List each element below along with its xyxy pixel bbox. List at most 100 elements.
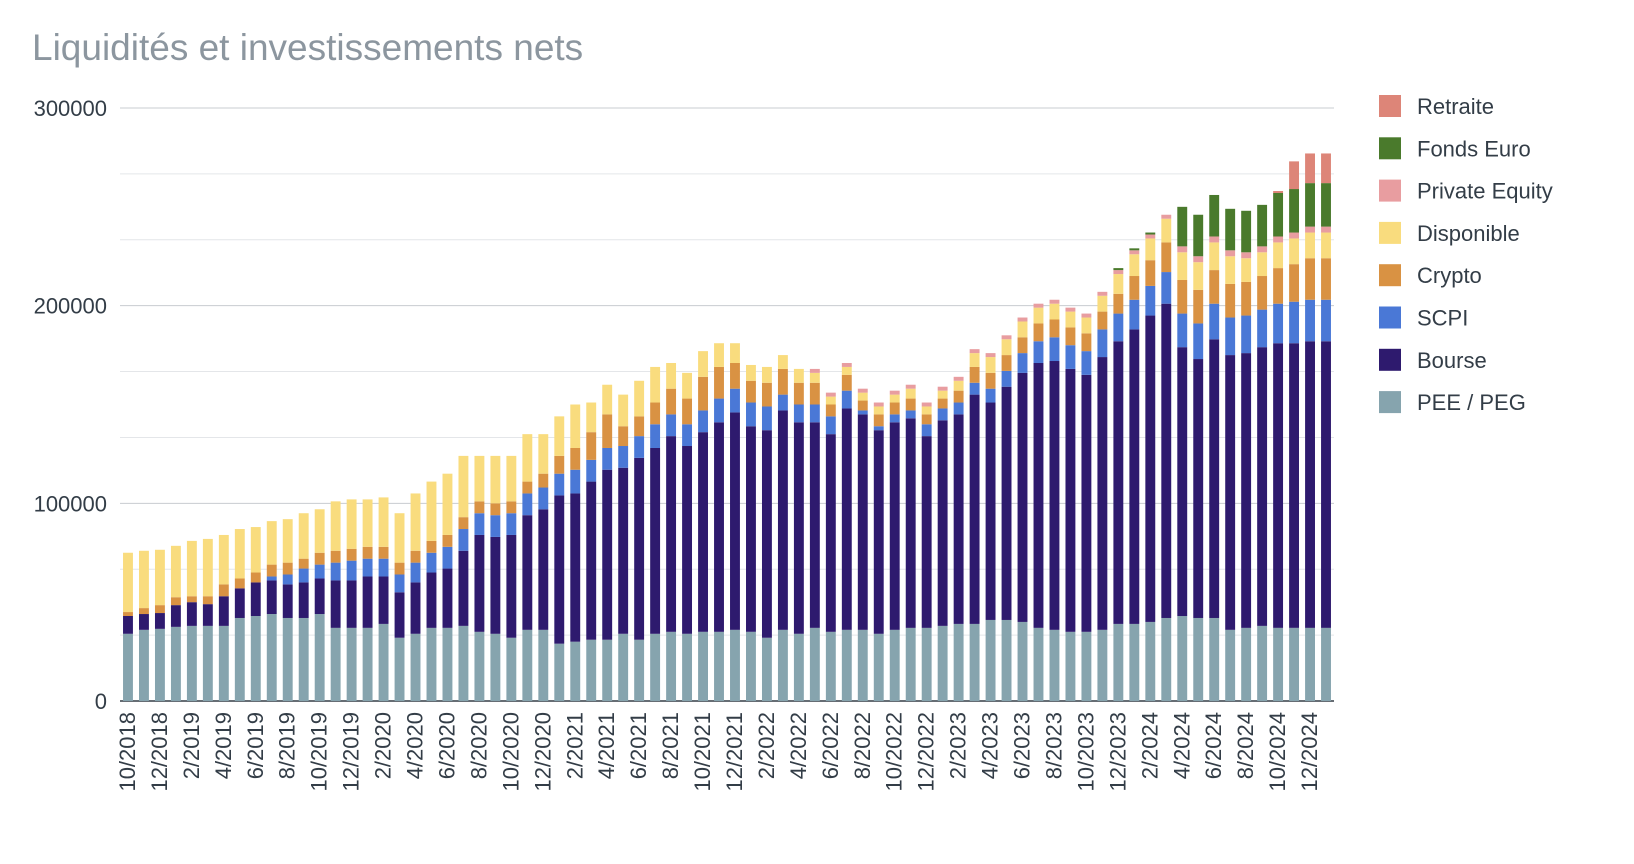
bar-segment-bourse (730, 412, 740, 630)
bar-segment-retraite (1273, 191, 1284, 193)
bar-segment-disponible (218, 534, 229, 585)
bar-segment-pee-peg (186, 625, 197, 701)
bar-segment-disponible (426, 481, 437, 541)
bar-segment-crypto (809, 382, 820, 405)
bar-segment-bourse (234, 588, 245, 618)
x-tick-label: 4/2020 (403, 712, 428, 779)
bar-segment-crypto (1033, 323, 1044, 342)
bar-segment-scpi (825, 416, 836, 435)
bar-segment-scpi (1289, 301, 1300, 344)
y-tick-label: 0 (95, 689, 107, 714)
bar-segment-disponible (474, 455, 485, 502)
bar-segment-crypto (953, 390, 964, 403)
bar-segment-fonds-euro (1305, 183, 1315, 227)
bar-segment-pee-peg (1017, 621, 1028, 701)
bar-segment-pee-peg (761, 637, 772, 701)
bar-segment-crypto (777, 368, 788, 395)
bar-segment-private-equity (1209, 236, 1220, 243)
bar-segment-private-equity (1129, 250, 1140, 255)
bar-segment-pee-peg (442, 627, 453, 701)
bar-segment-bourse (985, 402, 996, 620)
bar-segment-disponible (1065, 311, 1076, 328)
bar-segment-private-equity (1081, 313, 1092, 318)
bar-segment-pee-peg (1209, 617, 1220, 701)
bar-segment-pee-peg (618, 633, 629, 701)
bar-segment-disponible (777, 355, 788, 369)
bar-segment-fonds-euro (1209, 194, 1220, 237)
x-tick-label: 8/2022 (850, 712, 875, 779)
bar-segment-bourse (937, 420, 948, 626)
bar-segment-crypto (1193, 289, 1204, 324)
bar-segment-bourse (873, 430, 884, 634)
bar-segment-pee-peg (953, 623, 964, 701)
bar-segment-crypto (1161, 242, 1172, 273)
bar-segment-crypto (234, 578, 245, 589)
bar-segment-scpi (1113, 313, 1124, 342)
legend-item-scpi: SCPI (1379, 306, 1468, 331)
bar-segment-fonds-euro (1129, 248, 1140, 251)
bar-segment-crypto (1321, 258, 1331, 300)
bar-segment-bourse (1081, 374, 1092, 632)
bar-segment-disponible (698, 351, 708, 377)
bar-segment-crypto (218, 584, 229, 597)
x-tick-label: 10/2018 (115, 712, 140, 792)
bar-segment-pee-peg (139, 629, 149, 701)
bar-segment-crypto (266, 564, 277, 577)
bar-segment-pee-peg (1097, 629, 1108, 701)
bar-segment-pee-peg (777, 629, 788, 701)
bar-segment-disponible (202, 538, 213, 597)
bar-segment-retraite (1289, 161, 1300, 190)
bar-segment-disponible (889, 394, 900, 403)
bar-segment-scpi (1209, 303, 1220, 340)
bar-segment-scpi (1305, 299, 1315, 342)
bar-segment-private-equity (1241, 252, 1252, 259)
bar-segment-disponible (314, 509, 325, 553)
legend-label: Bourse (1417, 348, 1487, 373)
bar-segment-bourse (426, 572, 437, 628)
bar-segment-scpi (570, 469, 581, 494)
bar-segment-disponible (746, 364, 756, 381)
legend-label: SCPI (1417, 306, 1468, 331)
bar-segment-bourse (921, 436, 932, 628)
bar-segment-disponible (362, 499, 373, 547)
bar-segment-bourse (1305, 341, 1315, 628)
bar-segment-pee-peg (1065, 631, 1076, 701)
bar-segment-scpi (554, 473, 565, 496)
bar-segment-disponible (186, 540, 197, 597)
bar-segment-pee-peg (586, 639, 597, 701)
bar-segment-disponible (1017, 321, 1028, 338)
bar-segment-pee-peg (1321, 627, 1331, 701)
bar-segment-bourse (1129, 329, 1140, 624)
bar-segment-crypto (937, 398, 948, 409)
bar-segment-crypto (554, 455, 565, 474)
bar-segment-disponible (1177, 252, 1188, 280)
bar-segment-fonds-euro (1273, 193, 1284, 237)
bar-segment-private-equity (1225, 250, 1236, 257)
bar-segment-pee-peg (650, 633, 661, 701)
bar-segment-pee-peg (570, 641, 581, 701)
bar-segment-private-equity (1017, 317, 1028, 322)
bar-segment-scpi (777, 394, 788, 411)
bar-segment-private-equity (809, 368, 820, 373)
legend-swatch (1379, 391, 1401, 414)
bar-segment-scpi (809, 404, 820, 423)
bar-segment-crypto (969, 366, 980, 383)
bar-segment-crypto (618, 426, 629, 447)
bar-segment-bourse (1177, 347, 1188, 617)
bar-segment-disponible (1193, 262, 1204, 290)
bar-segment-disponible (506, 455, 517, 502)
bar-segment-disponible (793, 368, 804, 383)
bars (123, 153, 1331, 702)
x-tick-label: 12/2020 (530, 712, 555, 792)
bar-segment-bourse (1241, 353, 1252, 628)
x-tick-label: 2/2019 (179, 712, 204, 779)
bar-segment-disponible (1081, 317, 1092, 334)
bar-segment-pee-peg (474, 631, 485, 701)
bar-segment-pee-peg (634, 639, 645, 701)
bar-segment-pee-peg (1081, 631, 1092, 701)
bar-segment-crypto (1273, 268, 1284, 304)
bar-segment-crypto (1209, 270, 1220, 304)
legend-label: Retraite (1417, 94, 1494, 119)
bar-segment-scpi (1321, 299, 1331, 342)
bar-segment-crypto (889, 402, 900, 415)
